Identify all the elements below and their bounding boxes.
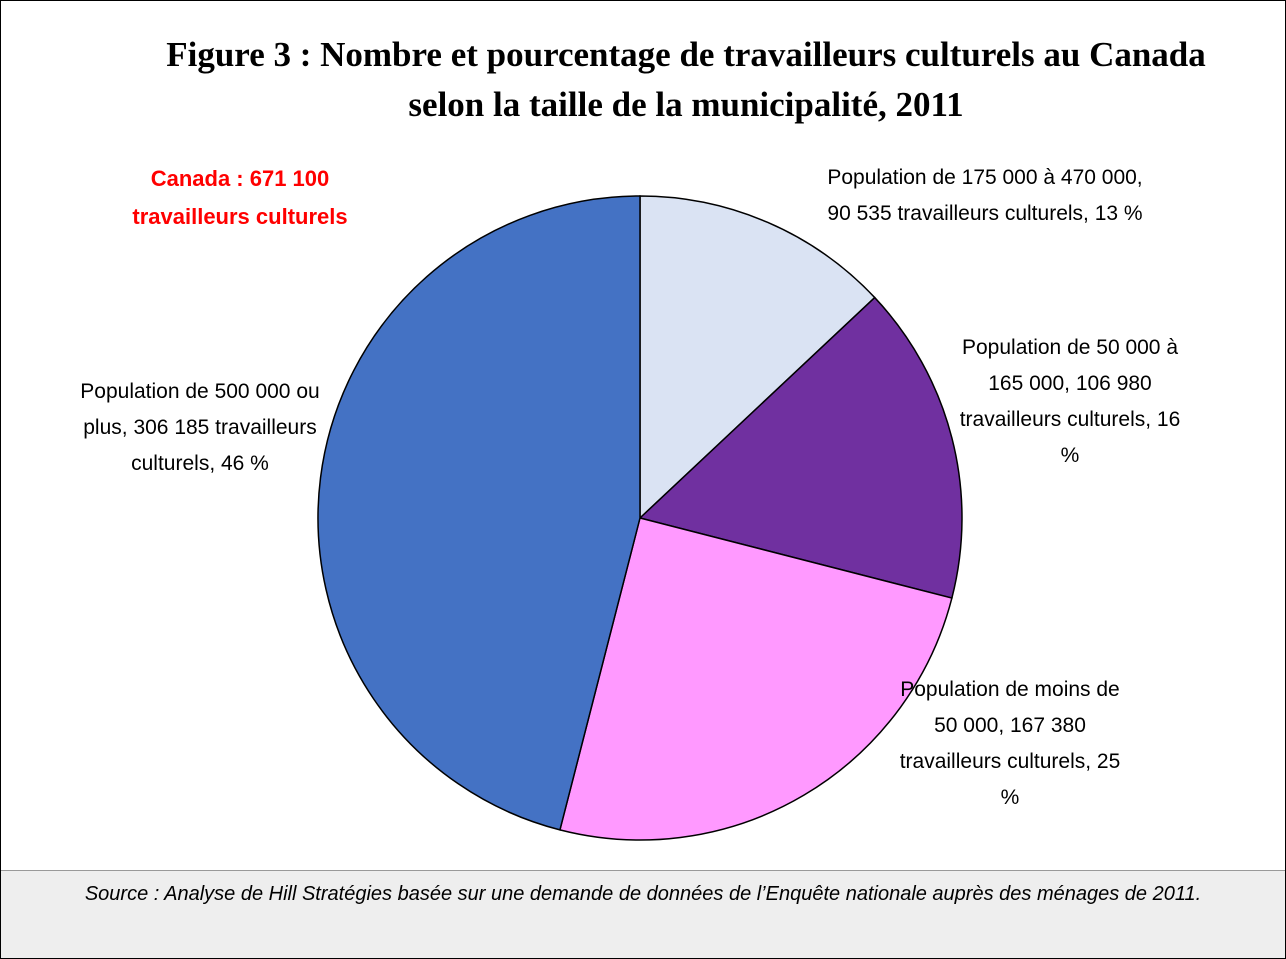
pie-slice [638, 296, 963, 599]
annotation: Canada : 671 100 travailleurs culturels [132, 166, 348, 229]
slice-label: Population de 175 000 à 470 000, 90 535 … [827, 166, 1143, 225]
chart-title: Figure 3 : Nombre et pourcentage de trav… [166, 35, 1206, 124]
source-note: Source : Analyse de Hill Stratégies basé… [1, 870, 1285, 958]
slice-label: Population de 500 000 ou plus, 306 185 t… [80, 380, 320, 475]
pie-slice [559, 517, 953, 841]
pie-slice [639, 195, 876, 520]
slice-label: Population de 50 000 à 165 000, 106 980 … [959, 336, 1181, 467]
slice-label: Population de moins de 50 000, 167 380 t… [899, 678, 1121, 809]
pie-slice [317, 195, 641, 831]
